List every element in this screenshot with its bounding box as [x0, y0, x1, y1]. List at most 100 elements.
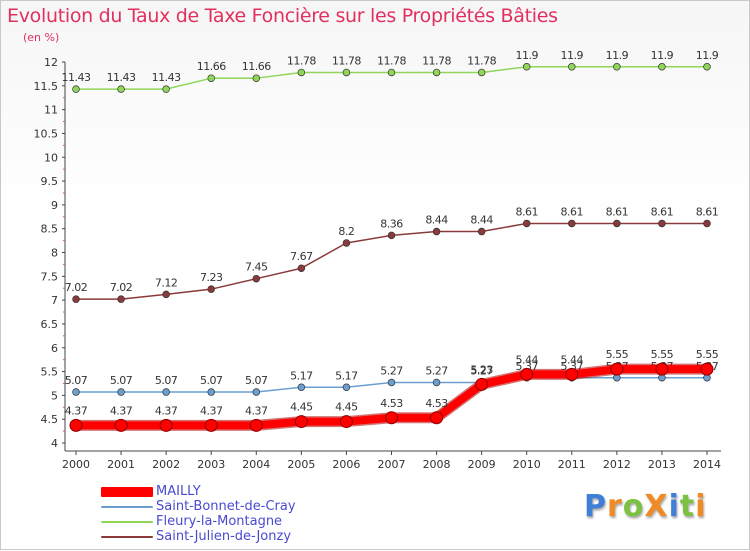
data-label-fleury-la-montagne: 11.9	[606, 49, 629, 62]
y-tick-label: 7	[51, 294, 58, 307]
data-label-fleury-la-montagne: 11.9	[651, 49, 674, 62]
y-tick-label: 7.5	[41, 270, 59, 283]
legend: MAILLY Saint-Bonnet-de-Cray Fleury-la-Mo…	[101, 484, 296, 544]
y-tick-label: 6.5	[41, 318, 59, 331]
x-tick-label: 2004	[242, 458, 270, 471]
data-label-saint-bonnet-de-cray: 5.07	[65, 374, 88, 387]
data-label-saint-julien-de-jonzy: 7.67	[290, 250, 313, 263]
data-point-saint-julien-de-jonzy	[387, 231, 396, 240]
data-label-saint-bonnet-de-cray: 5.17	[335, 369, 358, 382]
legend-item-fleury-la-montagne: Fleury-la-Montagne	[101, 514, 296, 529]
legend-swatch-fleury-la-montagne	[101, 520, 153, 523]
data-point-saint-julien-de-jonzy	[477, 227, 486, 236]
data-label-mailly: 4.37	[110, 404, 133, 417]
data-label-fleury-la-montagne: 11.9	[515, 49, 538, 62]
data-point-saint-julien-de-jonzy	[297, 264, 306, 272]
x-tick-label: 2011	[558, 458, 586, 471]
data-label-mailly: 4.37	[200, 404, 223, 417]
data-point-mailly	[430, 411, 444, 425]
data-point-saint-julien-de-jonzy	[613, 219, 621, 228]
data-point-saint-bonnet-de-cray	[252, 388, 261, 396]
y-tick-label: 4.5	[41, 413, 59, 426]
brand-letter: o	[622, 489, 645, 524]
x-tick-label: 2006	[332, 458, 360, 471]
data-label-saint-bonnet-de-cray: 5.27	[425, 365, 448, 378]
data-point-mailly	[520, 367, 534, 381]
y-axis-unit-label: (en %)	[23, 31, 60, 44]
data-point-fleury-la-montagne	[72, 85, 80, 93]
x-tick-label: 2012	[603, 458, 631, 471]
y-tick-label: 10	[44, 151, 58, 164]
data-label-saint-julien-de-jonzy: 7.02	[110, 281, 133, 294]
data-label-fleury-la-montagne: 11.9	[561, 49, 584, 62]
data-point-saint-julien-de-jonzy	[72, 295, 80, 303]
data-label-saint-bonnet-de-cray: 5.27	[380, 365, 403, 378]
data-label-saint-bonnet-de-cray: 5.07	[155, 374, 178, 387]
data-point-saint-julien-de-jonzy	[568, 219, 576, 228]
data-point-saint-bonnet-de-cray	[117, 388, 125, 396]
brand-letter: X	[644, 489, 669, 524]
data-label-mailly: 4.37	[65, 404, 88, 417]
data-label-saint-julien-de-jonzy: 8.61	[515, 205, 538, 218]
data-label-mailly: 4.45	[290, 401, 313, 414]
data-label-saint-bonnet-de-cray: 5.07	[245, 374, 268, 387]
data-label-fleury-la-montagne: 11.43	[107, 71, 136, 84]
data-label-fleury-la-montagne: 11.78	[287, 54, 316, 67]
data-point-saint-julien-de-jonzy	[207, 285, 215, 293]
legend-item-saint-julien-de-jonzy: Saint-Julien-de-Jonzy	[101, 529, 296, 544]
data-point-mailly	[475, 377, 489, 391]
legend-label-saint-bonnet-de-cray: Saint-Bonnet-de-Cray	[156, 499, 296, 514]
data-point-saint-julien-de-jonzy	[658, 219, 666, 228]
y-tick-label: 6	[51, 342, 58, 355]
x-tick-label: 2014	[693, 458, 721, 471]
data-label-mailly: 4.37	[245, 404, 268, 417]
x-tick-label: 2010	[513, 458, 541, 471]
data-label-fleury-la-montagne: 11.78	[377, 54, 406, 67]
data-point-fleury-la-montagne	[207, 74, 215, 82]
data-point-saint-bonnet-de-cray	[432, 378, 441, 387]
data-label-saint-julien-de-jonzy: 8.61	[606, 205, 629, 218]
y-tick-label: 11.5	[34, 80, 59, 93]
data-point-mailly	[385, 411, 398, 425]
data-point-mailly	[339, 415, 353, 429]
brand-letter: t	[679, 489, 696, 524]
data-point-saint-bonnet-de-cray	[72, 388, 80, 396]
data-label-fleury-la-montagne: 11.78	[332, 54, 361, 67]
data-label-saint-julien-de-jonzy: 8.61	[651, 205, 674, 218]
data-point-fleury-la-montagne	[252, 74, 261, 82]
data-point-fleury-la-montagne	[432, 68, 441, 77]
data-label-mailly: 4.53	[425, 397, 448, 410]
chart-title: Evolution du Taux de Taxe Foncière sur l…	[7, 5, 558, 27]
x-tick-label: 2003	[197, 458, 225, 471]
data-point-saint-bonnet-de-cray	[162, 388, 170, 396]
y-tick-label: 10.5	[34, 127, 59, 140]
y-tick-label: 11	[44, 104, 58, 117]
proxiti-logo: ProXiti	[584, 489, 707, 524]
data-label-mailly: 5.44	[515, 353, 538, 366]
y-tick-label: 5.5	[41, 366, 59, 379]
x-tick-label: 2007	[378, 458, 406, 471]
legend-label-saint-julien-de-jonzy: Saint-Julien-de-Jonzy	[156, 529, 292, 544]
data-point-saint-julien-de-jonzy	[162, 290, 170, 299]
data-label-saint-bonnet-de-cray: 5.07	[200, 374, 223, 387]
data-point-saint-bonnet-de-cray	[387, 378, 396, 387]
data-label-mailly: 5.44	[561, 353, 584, 366]
data-point-fleury-la-montagne	[703, 63, 711, 71]
data-label-fleury-la-montagne: 11.43	[152, 71, 181, 84]
brand-letter: P	[584, 489, 607, 524]
data-point-mailly	[249, 418, 263, 432]
data-point-fleury-la-montagne	[342, 68, 351, 77]
data-point-mailly	[159, 418, 173, 432]
y-tick-label: 9	[51, 199, 58, 212]
data-label-fleury-la-montagne: 11.78	[467, 54, 496, 67]
brand-letter: i	[695, 489, 707, 524]
data-point-mailly	[204, 418, 218, 432]
data-label-saint-julien-de-jonzy: 7.12	[155, 276, 178, 289]
data-point-saint-julien-de-jonzy	[117, 295, 125, 303]
legend-swatch-saint-bonnet-de-cray	[101, 505, 153, 508]
data-point-saint-bonnet-de-cray	[297, 383, 306, 392]
data-point-fleury-la-montagne	[477, 68, 486, 77]
data-label-saint-julien-de-jonzy: 8.2	[338, 225, 354, 238]
